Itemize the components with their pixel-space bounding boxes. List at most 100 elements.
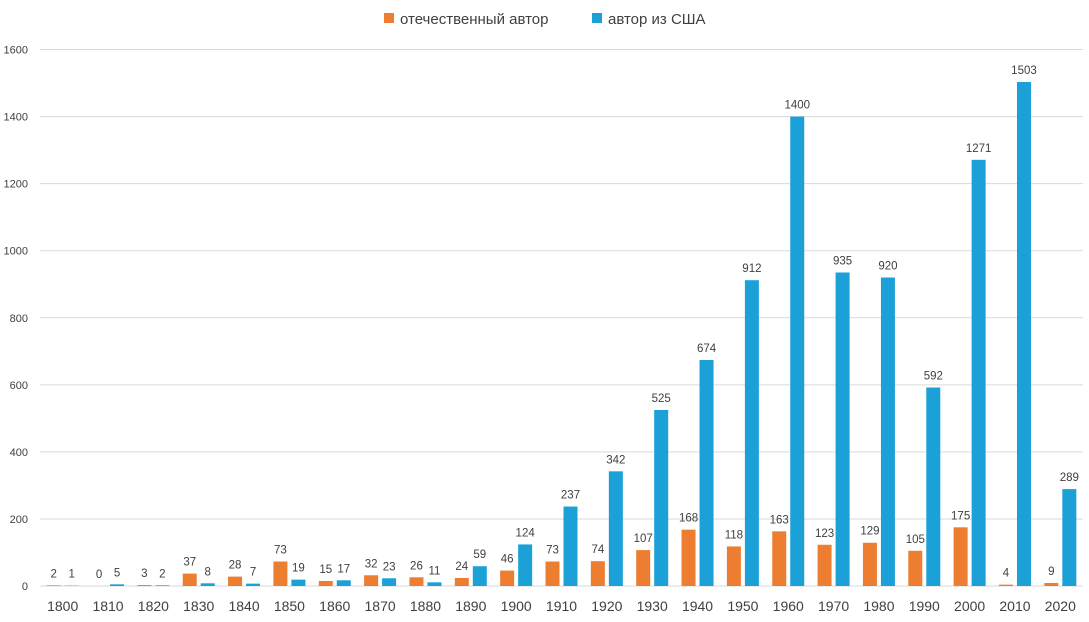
data-label: 105: [906, 534, 925, 546]
x-tick-label: 1950: [727, 598, 758, 614]
bar-domestic: [817, 544, 832, 586]
data-label: 674: [697, 343, 717, 355]
bar-domestic: [454, 577, 469, 586]
y-tick-label: 1200: [4, 179, 28, 191]
x-tick-label: 1960: [773, 598, 804, 614]
x-tick-label: 1900: [501, 598, 532, 614]
y-tick-label: 200: [10, 514, 28, 526]
data-label: 17: [337, 563, 350, 575]
data-label: 28: [229, 560, 242, 572]
data-label: 15: [319, 564, 332, 576]
bar-usa: [472, 566, 487, 586]
legend-swatch-usa: [592, 13, 602, 23]
x-axis: 1800 1810 1820 1830 1840 1850 1860 1870 1880 1890…: [47, 598, 1076, 614]
data-label: 7: [250, 567, 256, 579]
data-label: 107: [634, 533, 653, 545]
bar-domestic: [273, 561, 288, 586]
bar-usa: [427, 582, 442, 586]
x-tick-label: 1820: [138, 598, 169, 614]
bar-domestic: [545, 561, 560, 586]
bar-domestic: [772, 531, 787, 586]
data-label: 912: [742, 263, 761, 275]
bar-usa: [155, 585, 170, 586]
x-tick-label: 1840: [228, 598, 259, 614]
bar-usa: [926, 387, 941, 586]
data-label: 175: [951, 510, 970, 522]
legend-swatch-domestic: [384, 13, 394, 23]
data-label: 920: [878, 261, 897, 273]
bar-usa: [518, 544, 533, 586]
data-label: 1: [68, 569, 74, 581]
data-label: 8: [205, 566, 211, 578]
x-tick-label: 1880: [410, 598, 441, 614]
x-tick-label: 1860: [319, 598, 350, 614]
bar-domestic: [726, 546, 741, 586]
bar-usa: [971, 159, 986, 586]
bar-domestic: [364, 575, 379, 586]
bar-usa: [880, 277, 895, 586]
data-label: 342: [606, 454, 625, 466]
data-label: 123: [815, 528, 834, 540]
data-label: 3: [141, 568, 147, 580]
bar-domestic: [500, 570, 515, 586]
data-label: 289: [1060, 472, 1079, 484]
x-tick-label: 1870: [365, 598, 396, 614]
bar-usa: [291, 579, 306, 586]
x-tick-label: 1830: [183, 598, 214, 614]
bar-domestic: [681, 529, 696, 586]
bar-domestic: [908, 550, 923, 586]
data-label: 37: [183, 557, 196, 569]
data-label: 73: [274, 545, 287, 557]
y-tick-label: 400: [10, 447, 28, 459]
bar-domestic: [862, 542, 877, 586]
x-tick-label: 2020: [1045, 598, 1076, 614]
x-tick-label: 1910: [546, 598, 577, 614]
bar-usa: [790, 116, 805, 586]
bar-usa: [110, 584, 125, 586]
bar-domestic: [590, 561, 605, 586]
data-label: 0: [96, 569, 102, 581]
bar-domestic: [182, 573, 197, 586]
chart-legend: отечественный автор автор из США: [384, 11, 706, 28]
data-label: 935: [833, 255, 852, 267]
data-label: 163: [770, 514, 789, 526]
x-tick-label: 1920: [591, 598, 622, 614]
data-label: 1400: [784, 100, 810, 112]
y-tick-label: 1400: [4, 112, 28, 124]
data-label: 73: [546, 545, 559, 557]
y-tick-label: 600: [10, 380, 28, 392]
data-label: 74: [591, 544, 604, 556]
bar-usa: [336, 580, 351, 586]
x-tick-label: 1990: [909, 598, 940, 614]
data-label: 5: [114, 567, 120, 579]
data-label: 525: [652, 393, 671, 405]
grid-lines: [40, 49, 1083, 587]
data-label: 59: [473, 549, 486, 561]
bar-domestic: [318, 580, 333, 586]
data-label: 2: [50, 568, 56, 580]
y-tick-label: 0: [22, 581, 28, 593]
bar-usa: [200, 583, 215, 586]
bar-domestic: [998, 584, 1013, 586]
x-tick-label: 1810: [92, 598, 123, 614]
data-label: 1503: [1011, 65, 1037, 77]
bar-usa: [654, 409, 669, 586]
data-label: 1271: [966, 143, 992, 155]
data-label: 124: [516, 527, 536, 539]
legend-label-usa: автор из США: [608, 11, 706, 28]
data-label: 118: [725, 529, 743, 541]
y-tick-label: 1600: [4, 45, 28, 57]
bar-usa: [1062, 489, 1077, 586]
data-label: 2: [159, 568, 165, 580]
x-tick-label: 1890: [455, 598, 486, 614]
data-label: 168: [679, 513, 698, 525]
x-tick-label: 1850: [274, 598, 305, 614]
bar-usa: [563, 506, 578, 586]
bar-usa: [246, 583, 261, 586]
data-label: 32: [365, 558, 378, 570]
data-label: 9: [1048, 566, 1054, 578]
x-tick-label: 1970: [818, 598, 849, 614]
data-label: 24: [455, 561, 468, 573]
bar-domestic: [46, 585, 61, 586]
